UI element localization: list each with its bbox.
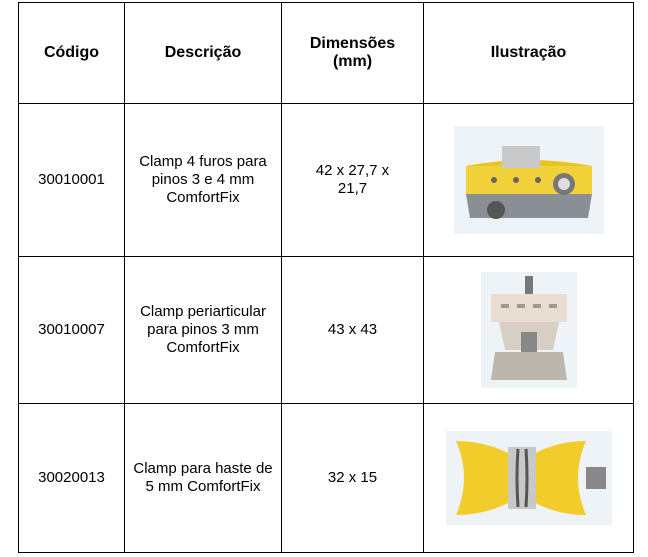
description-cell: Clamp periarticular para pinos 3 mm Comf… xyxy=(124,256,282,404)
header-text: Descrição xyxy=(164,44,242,61)
header-text: Código xyxy=(43,44,100,61)
row: 30010007 Clamp periarticular para pinos … xyxy=(18,256,634,404)
dimension-cell: 43 x 43 xyxy=(281,256,424,404)
product-table: Código Descrição Dimensões (mm) Ilustraç… xyxy=(18,2,634,553)
dimension-text: 42 x 27,7 x 21,7 xyxy=(315,162,390,197)
illustration-cell xyxy=(423,103,634,257)
dimension-cell: 32 x 15 xyxy=(281,403,424,553)
illustration xyxy=(445,431,612,525)
illustration xyxy=(480,272,577,388)
description-cell: Clamp 4 furos para pinos 3 e 4 mm Comfor… xyxy=(124,103,282,257)
header-row: Código Descrição Dimensões (mm) Ilustraç… xyxy=(18,2,634,104)
header-cell: Ilustração xyxy=(423,2,634,104)
header-text: Ilustração xyxy=(490,44,567,61)
code-cell: 30010001 xyxy=(18,103,125,257)
header-cell: Dimensões (mm) xyxy=(281,2,424,104)
code-cell: 30020013 xyxy=(18,403,125,553)
dimension-cell: 42 x 27,7 x 21,7 xyxy=(281,103,424,257)
header-cell: Descrição xyxy=(124,2,282,104)
illustration-cell xyxy=(423,403,634,553)
code-cell: 30010007 xyxy=(18,256,125,404)
row: 30010001 Clamp 4 furos para pinos 3 e 4 … xyxy=(18,103,634,257)
header-text: Dimensões (mm) xyxy=(309,35,396,70)
illustration-cell xyxy=(423,256,634,404)
description-cell: Clamp para haste de 5 mm ComfortFix xyxy=(124,403,282,553)
illustration xyxy=(453,126,604,234)
header-cell: Código xyxy=(18,2,125,104)
row: 30020013 Clamp para haste de 5 mm Comfor… xyxy=(18,403,634,553)
